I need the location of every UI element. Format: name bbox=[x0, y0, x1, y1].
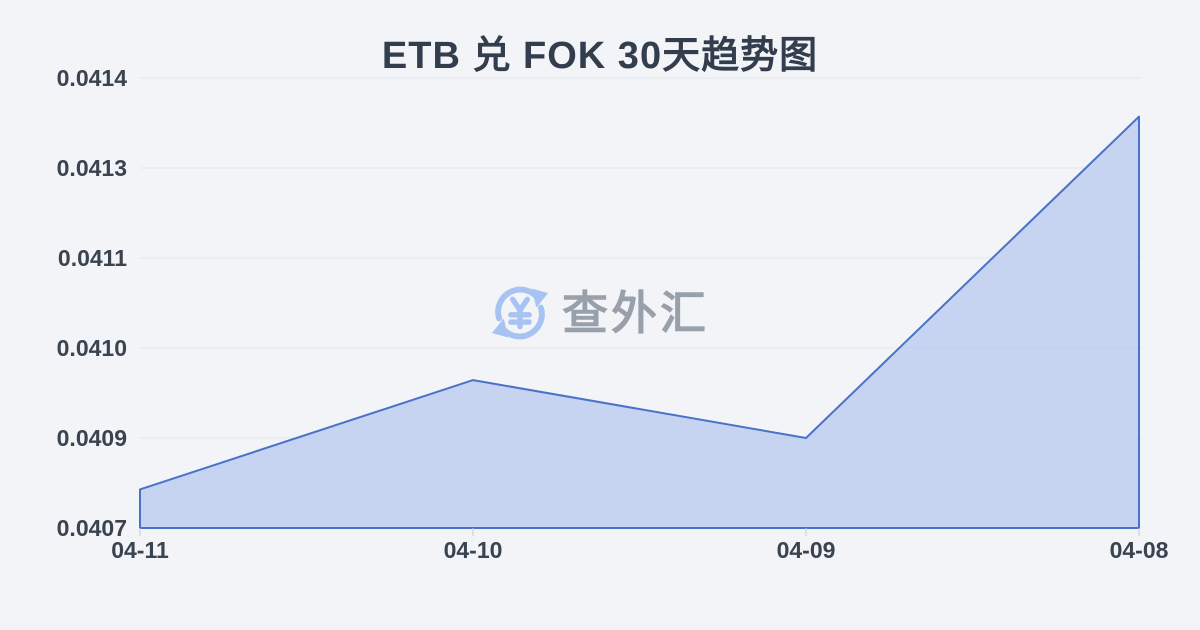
arrowhead-right bbox=[531, 288, 549, 308]
y-axis-tick-label: 0.0411 bbox=[57, 245, 127, 271]
watermark: 查外汇 bbox=[491, 284, 709, 342]
y-axis-tick-label: 0.0413 bbox=[56, 155, 127, 181]
x-axis-tick-label: 04-11 bbox=[111, 537, 169, 563]
refresh-arrow-top-arc bbox=[495, 286, 542, 322]
x-axis-tick-label: 04-09 bbox=[776, 537, 836, 563]
y-axis-tick-label: 0.0414 bbox=[56, 65, 127, 91]
y-axis-tick-label: 0.0410 bbox=[56, 335, 127, 361]
watermark-brand-text: 查外汇 bbox=[562, 287, 709, 339]
x-axis-tick-label: 04-10 bbox=[443, 537, 503, 563]
currency-exchange-refresh-icon bbox=[491, 286, 549, 340]
y-axis-tick-label: 0.0409 bbox=[56, 425, 127, 451]
refresh-arrow-bottom-arc bbox=[498, 304, 545, 340]
y-axis-tick-label: 0.0407 bbox=[56, 515, 127, 541]
x-axis-tick-label: 04-08 bbox=[1109, 537, 1169, 563]
yuan-symbol bbox=[508, 296, 532, 330]
arrowhead-left bbox=[491, 318, 509, 338]
chart-title: ETB 兑 FOK 30天趋势图 bbox=[381, 35, 819, 77]
